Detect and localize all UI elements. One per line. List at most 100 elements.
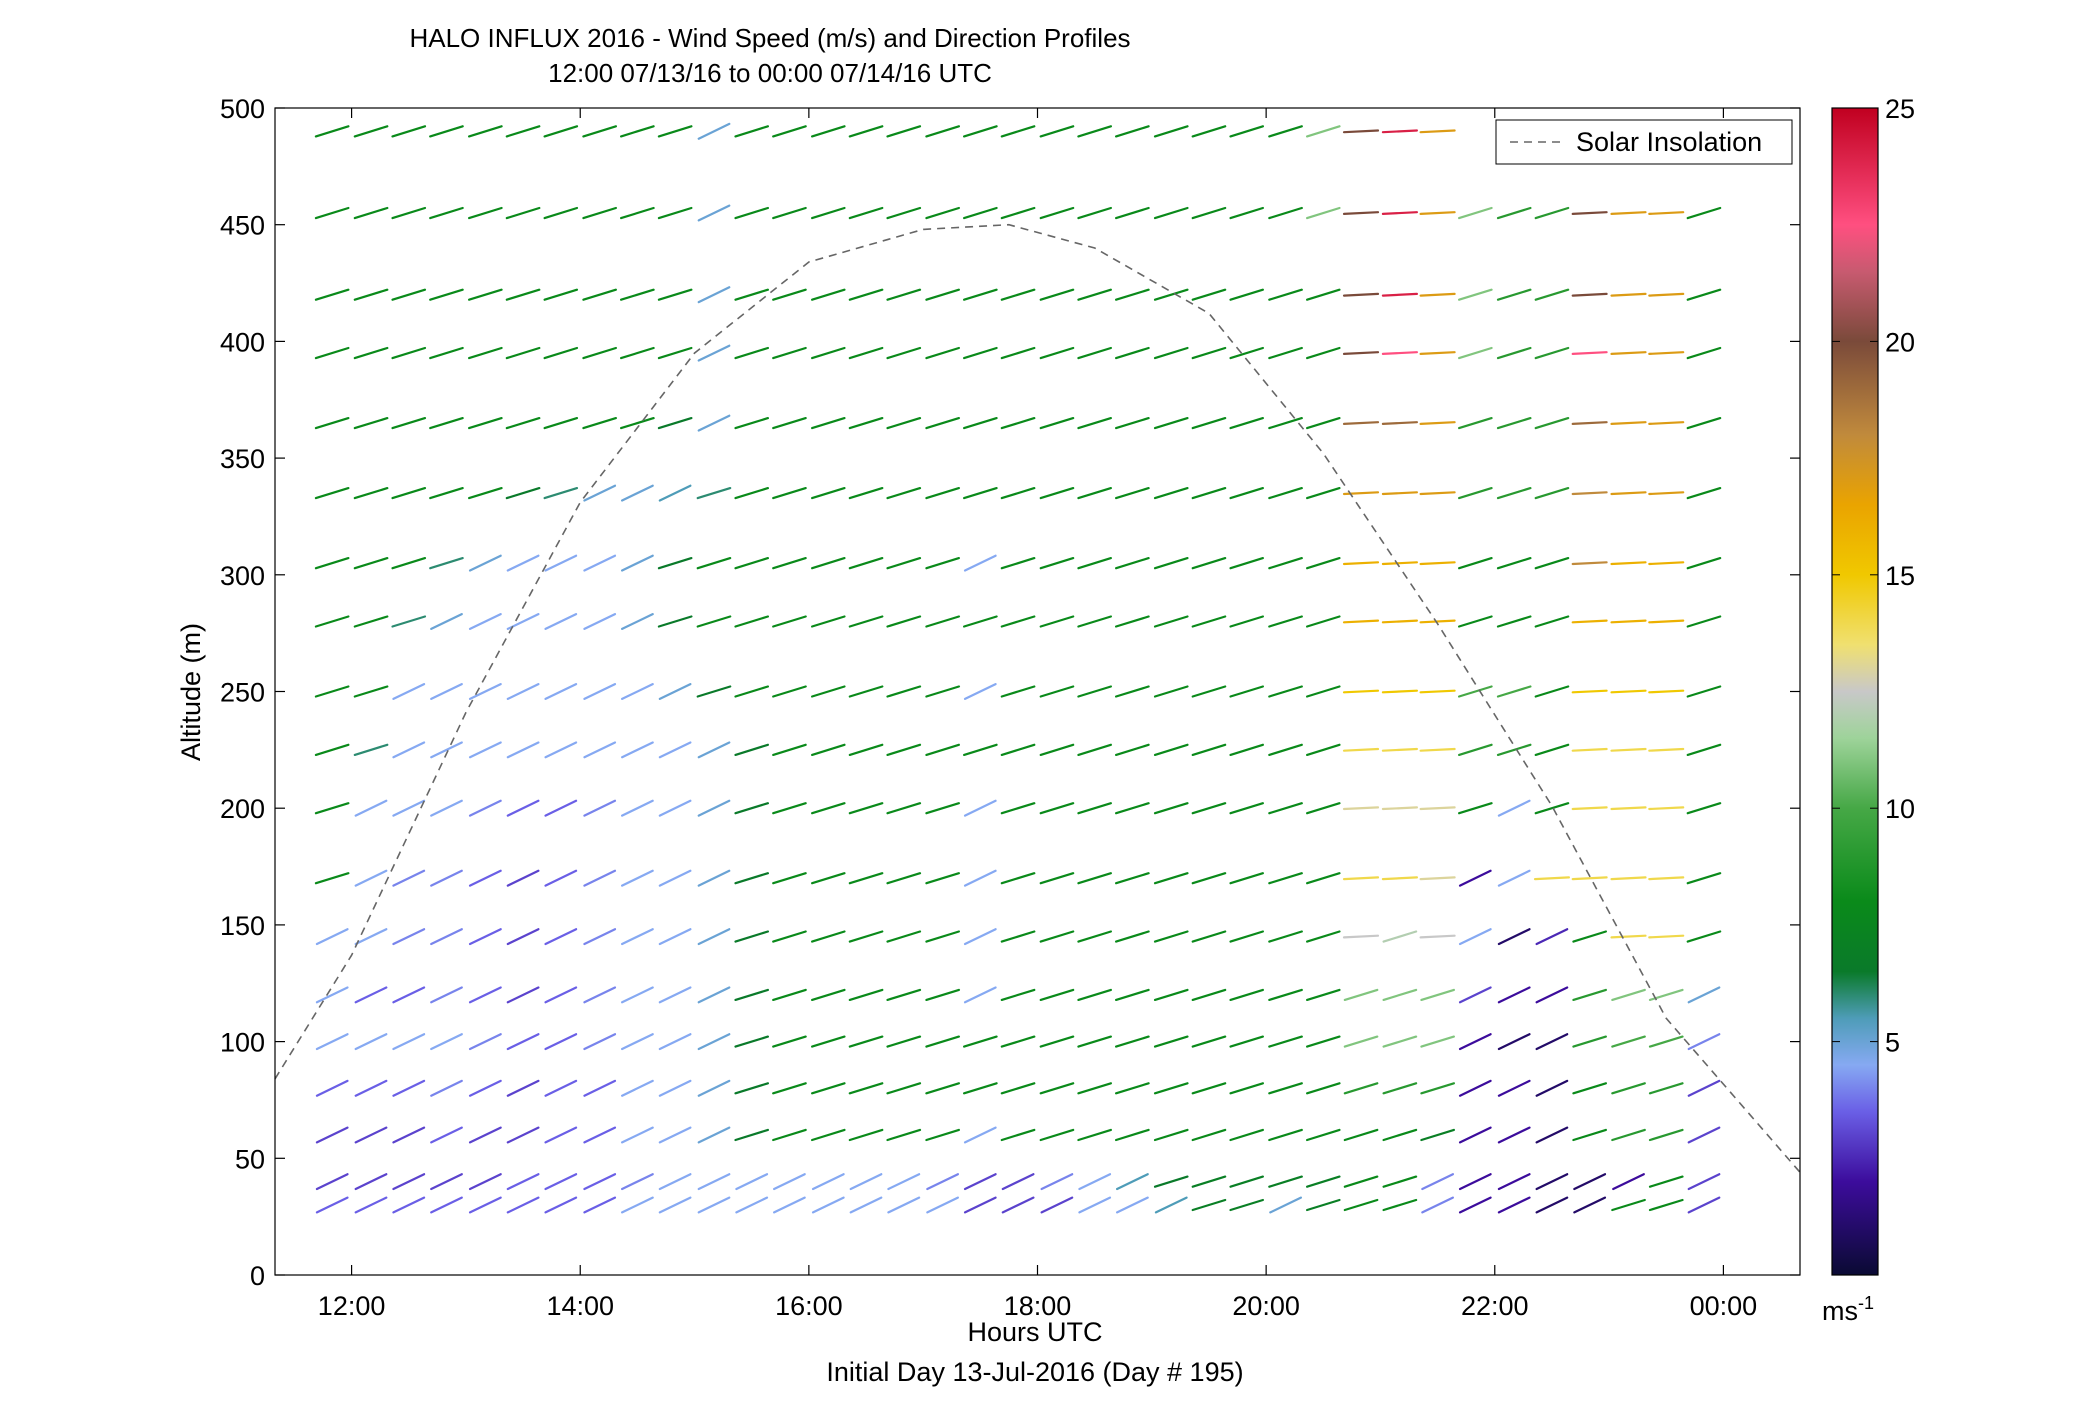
wind-barb [430,1079,463,1097]
wind-barb [1534,802,1570,815]
wind-barb [1573,1173,1607,1191]
wind-barb [1153,125,1189,138]
wind-barb [1343,988,1379,1002]
wind-barb [926,1173,960,1191]
wind-barb [506,1033,540,1051]
wind-barb [583,1196,617,1214]
wind-barb [468,125,503,138]
wind-barb [1420,1082,1456,1095]
wind-barb [582,417,618,430]
wind-barb [962,346,998,360]
wind-barb [657,125,693,138]
wind-barb [848,125,884,138]
wind-barb [391,556,427,570]
wind-barb [772,556,807,570]
wind-barb [1497,1173,1531,1191]
wind-barb [582,346,618,360]
wind-barb [772,206,807,220]
wind-barb [658,1173,692,1191]
wind-barb [1039,417,1075,430]
wind-barb [963,986,997,1004]
wind-barb [1191,417,1227,430]
wind-barb [544,554,578,572]
wind-barb [925,615,961,628]
wind-barb [429,346,464,360]
wind-barb [848,556,884,570]
wind-barb [1534,685,1570,698]
x-axis-label: Hours UTC [967,1317,1102,1347]
wind-barb [468,612,502,631]
wind-barb [392,682,426,701]
wind-barb [314,685,350,698]
wind-barb [697,344,731,362]
wind-barb [1039,802,1075,815]
wind-barb [1191,1175,1227,1188]
wind-barb [1229,1128,1265,1142]
wind-barb [392,1173,426,1191]
wind-barb [619,125,655,138]
wind-barb [1154,1196,1188,1214]
wind-barb [1571,689,1608,694]
wind-barb [925,988,961,1002]
wind-barb [1305,930,1341,943]
wind-barb [1268,930,1303,943]
wind-barb [1381,619,1419,624]
wind-barb [505,288,541,301]
wind-barb [1419,491,1456,496]
wind-barb [810,930,846,943]
wind-barb [1648,934,1685,939]
wind-barb [1229,206,1265,220]
y-tick-label: 500 [220,94,265,124]
wind-barb [697,204,731,222]
wind-barb [583,741,617,759]
wind-barb [1153,346,1189,360]
wind-barb [1269,1196,1303,1214]
wind-barb [735,1196,769,1214]
wind-barb [544,986,578,1004]
wind-barb [1342,806,1380,811]
wind-barb [1572,930,1608,943]
wind-barb [1077,802,1113,815]
wind-barb [848,872,884,885]
wind-barb [620,799,654,817]
wind-barb [1534,556,1570,570]
wind-barb [925,743,961,757]
wind-barb [734,872,770,885]
wind-barb [1381,292,1419,297]
x-tick-label: 12:00 [318,1291,386,1321]
wind-barb [583,1173,617,1191]
wind-barb [696,487,732,500]
wind-barb [1153,743,1189,757]
wind-barb [315,1126,349,1144]
colorbar-unit: ms-1 [1822,1293,1874,1326]
wind-barb [848,615,884,628]
wind-barb [697,414,731,432]
wind-barb [1229,685,1265,698]
wind-barb [1535,986,1569,1004]
wind-barb [963,799,997,817]
wind-barb [657,556,693,570]
wind-barb [429,206,464,220]
wind-barb [392,1033,426,1051]
wind-barb [697,286,731,304]
wind-barb [620,484,654,502]
wind-barb [620,612,654,631]
y-tick-label: 150 [220,911,265,941]
wind-barb [1039,206,1075,220]
wind-barb [772,1035,807,1048]
wind-barb [620,1126,654,1144]
wind-barb [1571,619,1608,624]
wind-barb [1000,988,1036,1002]
wind-barb [849,1196,883,1214]
wind-barb [1001,1196,1035,1214]
wind-barb [1000,685,1036,698]
wind-barb [886,1128,922,1142]
wind-barb [1268,802,1303,815]
wind-barb [1077,487,1113,500]
wind-barb [886,288,922,301]
wind-barb [1687,1196,1721,1214]
x-tick-label: 20:00 [1232,1291,1300,1321]
colorbar-tick-label: 5 [1885,1028,1900,1058]
wind-barb [772,615,807,628]
wind-barb [1078,1173,1112,1191]
